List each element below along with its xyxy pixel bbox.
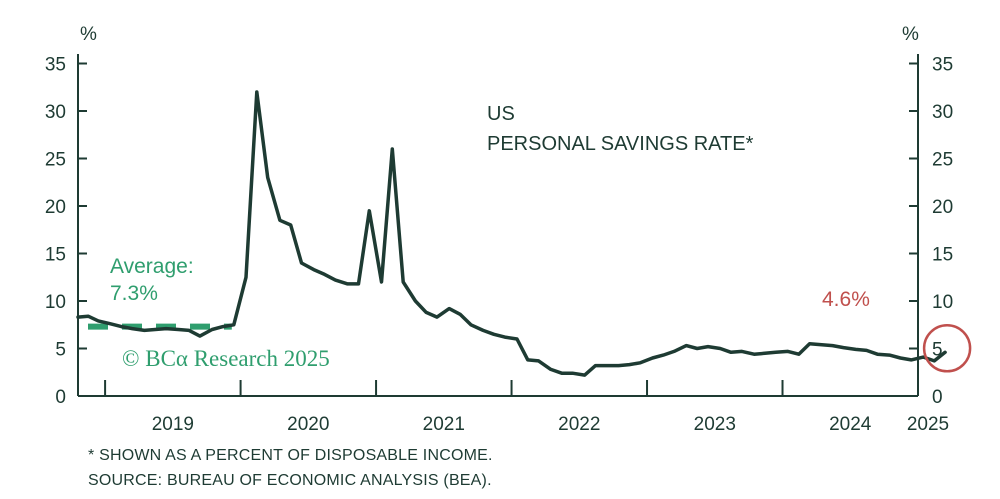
left-tick-label: 25 — [45, 150, 66, 171]
left-tick-label: 30 — [45, 102, 66, 123]
footnote: * SHOWN AS A PERCENT OF DISPOSABLE INCOM… — [88, 447, 493, 464]
left-tick-label: 35 — [45, 55, 66, 76]
x-year-label: 2024 — [829, 414, 872, 435]
chart-title: US — [487, 103, 515, 125]
right-tick-label: 5 — [932, 340, 943, 361]
x-year-label: 2019 — [152, 414, 194, 435]
right-tick-label: 35 — [932, 55, 953, 76]
average-value-label: 7.3% — [110, 282, 158, 305]
watermark: © BCα Research 2025 — [122, 346, 330, 371]
latest-value-label: 4.6% — [822, 288, 870, 311]
source-note: SOURCE: BUREAU OF ECONOMIC ANALYSIS (BEA… — [88, 472, 492, 489]
right-tick-label: 30 — [932, 102, 953, 123]
x-year-label: 2022 — [558, 414, 600, 435]
x-year-label: 2025 — [907, 414, 949, 435]
right-tick-label: 15 — [932, 245, 953, 266]
left-unit-label: % — [80, 24, 97, 45]
left-tick-label: 10 — [45, 292, 66, 313]
latest-value-circle — [922, 324, 972, 373]
average-label: Average: — [110, 255, 194, 278]
right-tick-label: 20 — [932, 197, 953, 218]
left-tick-label: 5 — [55, 340, 66, 361]
right-tick-label: 25 — [932, 150, 953, 171]
right-tick-label: 10 — [932, 292, 953, 313]
right-tick-label: 0 — [932, 387, 943, 408]
right-unit-label: % — [902, 24, 919, 45]
left-tick-label: 15 — [45, 245, 66, 266]
x-year-label: 2020 — [287, 414, 329, 435]
chart-subtitle: PERSONAL SAVINGS RATE* — [487, 133, 754, 155]
x-year-label: 2023 — [694, 414, 736, 435]
savings-rate-line — [76, 90, 947, 377]
x-year-label: 2021 — [423, 414, 465, 435]
left-tick-label: 20 — [45, 197, 66, 218]
left-tick-label: 0 — [55, 387, 66, 408]
